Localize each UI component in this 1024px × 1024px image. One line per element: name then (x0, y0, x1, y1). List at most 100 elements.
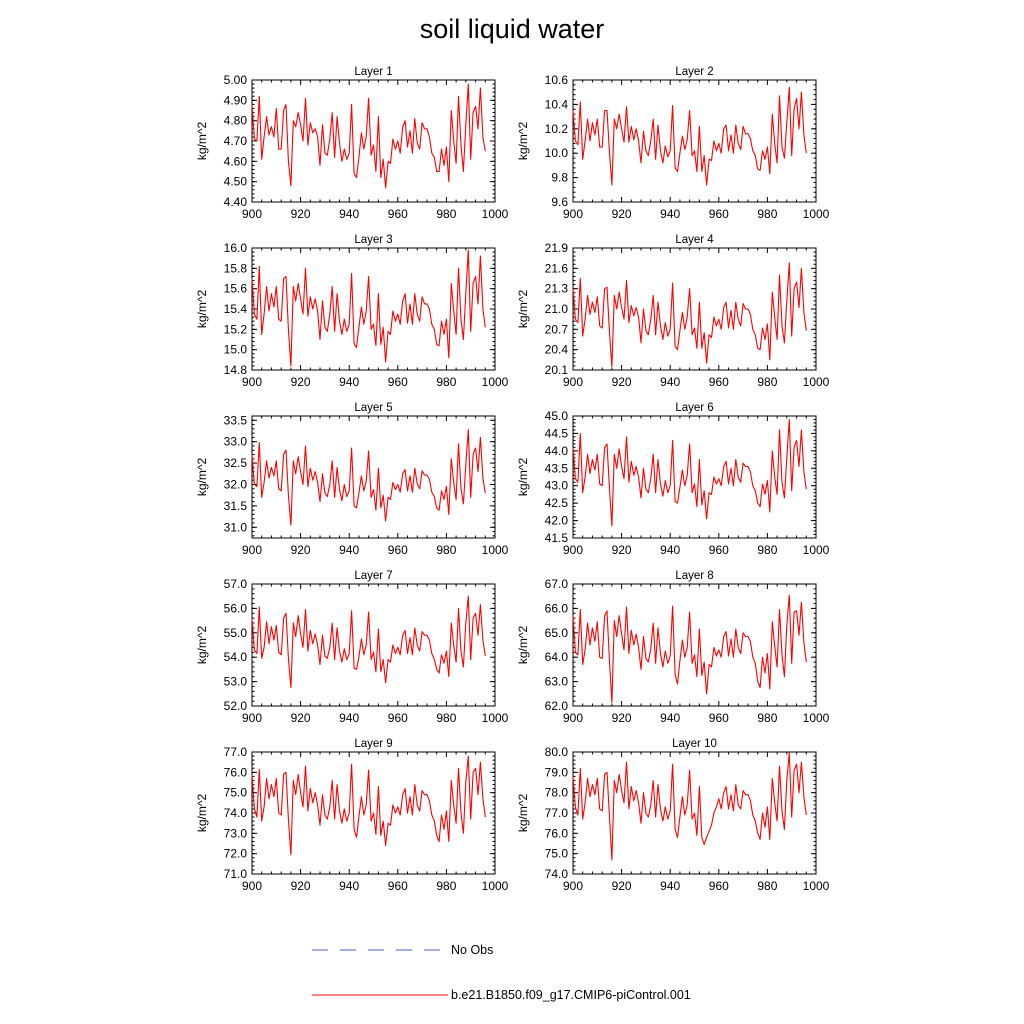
y-tick-label: 74.0 (224, 806, 248, 820)
series-line (251, 83, 486, 189)
y-tick-label: 20.7 (545, 322, 569, 336)
y-tick-label: 74.0 (545, 867, 569, 881)
x-tick-label: 1000 (482, 543, 509, 557)
y-tick-label: 42.5 (545, 496, 569, 510)
y-tick-label: 73.0 (224, 826, 248, 840)
y-tick-label: 52.0 (224, 699, 248, 713)
y-tick-label: 64.0 (545, 650, 569, 664)
x-tick-label: 900 (242, 207, 262, 221)
x-tick-label: 960 (388, 879, 408, 893)
chart-panel-2: Layer 2 kg/m^2 900 920 940 960 980 1000 9.6 9.8 10… (516, 66, 830, 221)
x-tick-label: 900 (563, 543, 583, 557)
x-tick-label: 1000 (482, 879, 509, 893)
x-tick-label: 1000 (803, 711, 830, 725)
y-tick-label: 10.6 (545, 73, 569, 87)
x-tick-label: 1000 (482, 375, 509, 389)
series-line (251, 429, 486, 526)
y-tick-label: 16.0 (224, 241, 248, 255)
x-tick-label: 940 (660, 543, 680, 557)
x-tick-label: 940 (339, 375, 359, 389)
x-tick-label: 900 (563, 207, 583, 221)
x-tick-label: 900 (563, 879, 583, 893)
x-tick-label: 980 (757, 711, 777, 725)
y-tick-label: 75.0 (545, 847, 569, 861)
x-tick-label: 980 (757, 207, 777, 221)
y-axis-label: kg/m^2 (516, 290, 530, 329)
panel-title: Layer 2 (675, 66, 713, 78)
y-tick-label: 4.80 (224, 114, 248, 128)
chart-panel-8: Layer 8 kg/m^2 900 920 940 960 980 1000 62.0 63.0… (516, 570, 830, 725)
x-tick-label: 980 (436, 879, 456, 893)
x-tick-label: 920 (291, 711, 311, 725)
y-tick-label: 71.0 (224, 867, 248, 881)
panel-title: Layer 7 (354, 570, 392, 582)
y-tick-label: 77.0 (545, 806, 569, 820)
y-tick-label: 9.8 (551, 171, 568, 185)
y-tick-label: 44.0 (545, 444, 569, 458)
plot-frame (572, 79, 817, 203)
y-tick-label: 32.0 (224, 477, 248, 491)
y-tick-label: 33.5 (224, 413, 248, 427)
panel-title: Layer 9 (354, 738, 392, 750)
x-tick-label: 980 (436, 543, 456, 557)
series-line (572, 594, 807, 703)
y-tick-label: 54.0 (224, 650, 248, 664)
y-axis-label: kg/m^2 (516, 626, 530, 665)
x-tick-label: 1000 (803, 879, 830, 893)
y-tick-label: 14.8 (224, 363, 248, 377)
x-tick-label: 920 (612, 207, 632, 221)
y-axis-label: kg/m^2 (195, 626, 209, 665)
y-tick-label: 21.6 (545, 261, 569, 275)
y-axis-label: kg/m^2 (195, 458, 209, 497)
y-tick-label: 10.0 (545, 146, 569, 160)
x-tick-label: 940 (339, 711, 359, 725)
x-tick-label: 940 (660, 207, 680, 221)
x-tick-label: 900 (242, 879, 262, 893)
y-tick-label: 15.8 (224, 261, 248, 275)
x-tick-label: 940 (660, 711, 680, 725)
y-tick-label: 15.2 (224, 322, 248, 336)
x-tick-label: 1000 (803, 543, 830, 557)
y-tick-label: 65.0 (545, 626, 569, 640)
y-tick-label: 63.0 (545, 675, 569, 689)
x-tick-label: 960 (388, 711, 408, 725)
plot-frame (572, 247, 817, 371)
x-tick-label: 920 (291, 879, 311, 893)
x-tick-label: 980 (436, 711, 456, 725)
series-line (572, 418, 807, 527)
plot-frame (251, 247, 496, 371)
y-tick-label: 72.0 (224, 847, 248, 861)
x-tick-label: 1000 (482, 711, 509, 725)
y-tick-label: 62.0 (545, 699, 569, 713)
plot-frame (572, 583, 817, 707)
y-tick-label: 56.0 (224, 601, 248, 615)
y-tick-label: 10.4 (545, 97, 569, 111)
y-tick-label: 32.5 (224, 456, 248, 470)
y-tick-label: 4.90 (224, 93, 248, 107)
plot-frame (251, 415, 496, 539)
chart-panel-9: Layer 9 kg/m^2 900 920 940 960 980 1000 71.0 72.0… (195, 738, 509, 893)
y-tick-label: 15.6 (224, 282, 248, 296)
x-tick-label: 960 (709, 879, 729, 893)
plot-frame (251, 583, 496, 707)
y-tick-label: 80.0 (545, 745, 569, 759)
x-tick-label: 920 (612, 879, 632, 893)
legend-model-label: b.e21.B1850.f09_g17.CMIP6-piControl.001 (451, 988, 691, 1002)
x-tick-label: 980 (757, 375, 777, 389)
y-tick-label: 55.0 (224, 626, 248, 640)
panel-title: Layer 8 (675, 570, 713, 582)
y-tick-label: 43.0 (545, 479, 569, 493)
y-tick-label: 44.5 (545, 426, 569, 440)
x-tick-label: 900 (242, 543, 262, 557)
x-tick-label: 960 (388, 543, 408, 557)
x-tick-label: 920 (612, 375, 632, 389)
y-tick-label: 76.0 (545, 826, 569, 840)
x-tick-label: 960 (709, 375, 729, 389)
y-tick-label: 78.0 (545, 786, 569, 800)
x-tick-label: 980 (436, 375, 456, 389)
x-tick-label: 920 (612, 711, 632, 725)
x-tick-label: 900 (242, 711, 262, 725)
x-tick-label: 920 (291, 375, 311, 389)
chart-panel-4: Layer 4 kg/m^2 900 920 940 960 980 1000 20.1 20.4… (516, 234, 830, 389)
